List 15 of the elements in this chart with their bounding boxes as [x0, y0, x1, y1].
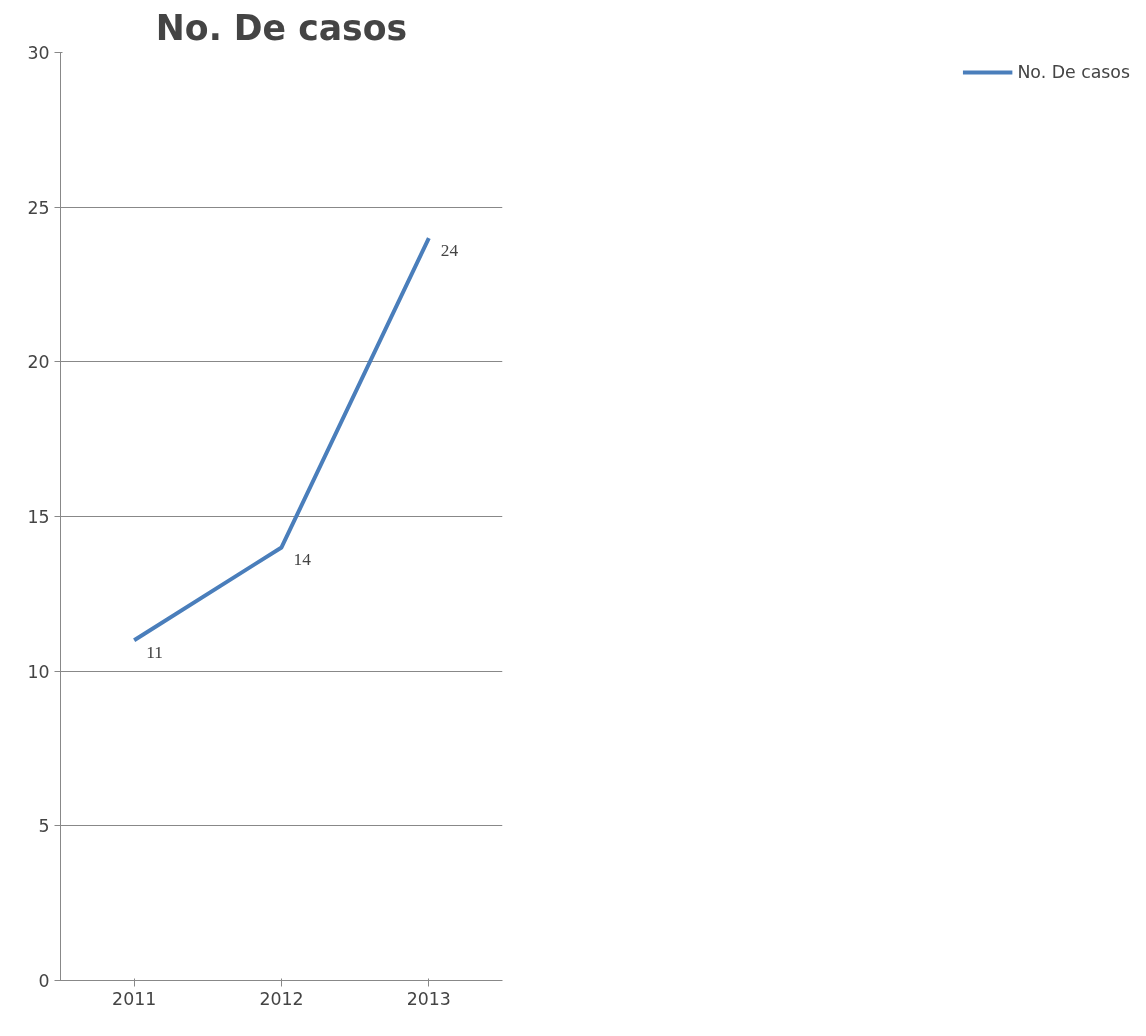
- y-tick-label: 5: [38, 816, 50, 837]
- y-tick-label: 25: [27, 197, 50, 218]
- y-tick-label: 0: [38, 971, 50, 991]
- y-tick-label: 20: [27, 352, 50, 373]
- y-tick-label: 30: [27, 43, 50, 63]
- x-tick-label: 2012: [259, 988, 304, 1009]
- chart-title: No. De casos: [155, 7, 408, 48]
- data-label: 24: [440, 241, 459, 261]
- x-tick-label: 2011: [112, 988, 157, 1009]
- data-label: 14: [293, 550, 312, 570]
- y-tick-label: 10: [27, 661, 50, 682]
- x-tick-label: 2013: [406, 988, 451, 1009]
- y-tick-label: 15: [27, 507, 50, 527]
- legend-label: No. De casos: [1017, 62, 1130, 82]
- data-label: 11: [146, 643, 163, 663]
